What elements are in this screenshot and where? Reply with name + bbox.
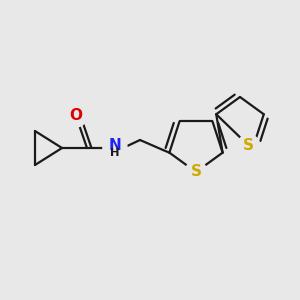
Text: S: S (243, 138, 254, 153)
Text: O: O (70, 109, 83, 124)
Circle shape (238, 134, 260, 157)
Circle shape (65, 105, 87, 127)
Text: S: S (190, 164, 202, 179)
Text: H: H (110, 148, 120, 158)
Text: N: N (109, 137, 122, 152)
Circle shape (103, 136, 127, 160)
Circle shape (185, 161, 207, 183)
